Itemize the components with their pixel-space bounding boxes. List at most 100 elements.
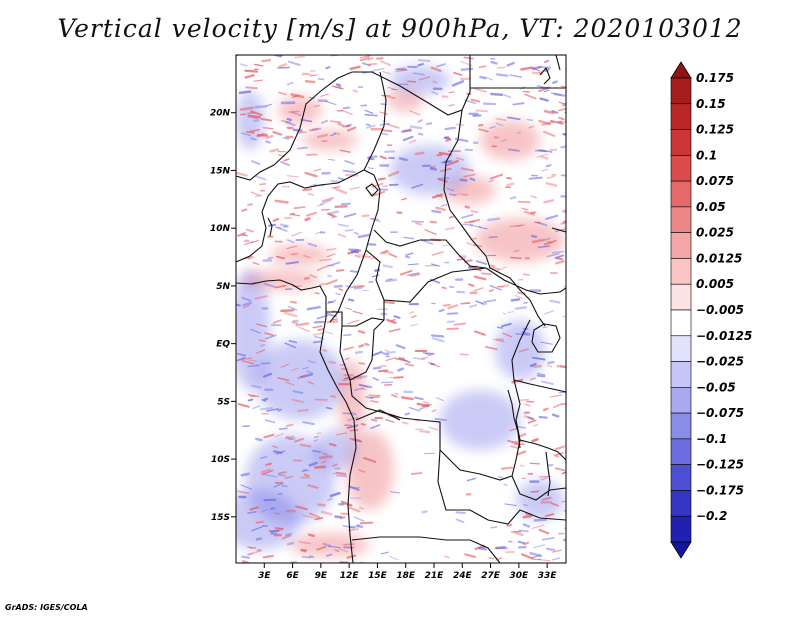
velocity-streak: [489, 284, 502, 291]
velocity-streak: [259, 406, 274, 411]
velocity-streak: [260, 343, 266, 347]
velocity-streak: [236, 303, 241, 307]
velocity-streak: [405, 252, 414, 256]
velocity-streak: [365, 396, 374, 399]
velocity-streak: [422, 401, 430, 404]
velocity-streak: [532, 424, 539, 427]
velocity-streak: [240, 484, 253, 490]
border-congo: [326, 311, 489, 521]
velocity-streak: [261, 132, 268, 136]
velocity-streak: [400, 396, 414, 401]
velocity-streak: [380, 381, 394, 384]
velocity-streak: [469, 225, 482, 228]
velocity-streak: [261, 469, 274, 476]
velocity-streak: [317, 77, 325, 81]
velocity-streak: [372, 190, 386, 197]
lon-tick-label: 27E: [481, 571, 501, 581]
velocity-streak: [370, 257, 376, 260]
velocity-streak: [381, 129, 393, 133]
velocity-streak: [325, 406, 333, 410]
velocity-streak: [384, 349, 390, 352]
velocity-streak: [419, 430, 431, 434]
velocity-streak: [507, 311, 515, 313]
velocity-streak: [278, 471, 287, 475]
velocity-streak: [286, 81, 294, 86]
velocity-streak: [290, 300, 297, 304]
velocity-streak: [432, 193, 444, 199]
velocity-streak: [564, 226, 566, 229]
velocity-streak: [343, 212, 357, 218]
velocity-streak: [562, 285, 566, 288]
velocity-streak: [453, 322, 467, 326]
velocity-streak: [455, 518, 465, 523]
velocity-streak: [259, 456, 268, 459]
velocity-streak: [277, 473, 286, 477]
velocity-streak: [483, 299, 497, 304]
velocity-streak: [542, 407, 549, 412]
velocity-streak: [495, 266, 507, 272]
velocity-streak: [241, 357, 253, 360]
lat-tick-label: 15N: [210, 166, 231, 176]
velocity-streak: [401, 421, 409, 425]
velocity-streak: [351, 412, 357, 416]
velocity-streak: [498, 475, 504, 479]
velocity-streak: [481, 302, 487, 306]
velocity-streak: [474, 87, 488, 93]
velocity-streak: [379, 111, 389, 115]
velocity-streak: [537, 149, 547, 153]
velocity-streak: [404, 412, 411, 416]
velocity-streak: [538, 475, 551, 478]
velocity-streak: [546, 175, 555, 179]
velocity-streak: [309, 183, 317, 188]
velocity-streak: [326, 248, 337, 251]
velocity-streak: [274, 527, 284, 530]
velocity-streak: [327, 158, 336, 161]
velocity-streak: [540, 149, 553, 153]
colorbar-label: 0.075: [696, 174, 734, 188]
velocity-streak: [245, 131, 255, 134]
velocity-streak: [269, 148, 280, 153]
velocity-streak: [273, 483, 283, 488]
velocity-streak: [529, 211, 537, 215]
velocity-streak: [354, 350, 364, 354]
velocity-streak: [352, 89, 358, 93]
velocity-streak: [237, 402, 250, 408]
velocity-streak: [393, 376, 404, 379]
velocity-streak: [253, 79, 264, 82]
velocity-streak: [547, 360, 555, 365]
velocity-streak: [363, 456, 377, 463]
velocity-streak: [518, 529, 529, 533]
velocity-streak: [430, 66, 442, 73]
velocity-streak: [448, 215, 454, 219]
velocity-streak: [507, 116, 521, 121]
velocity-streak: [387, 320, 396, 324]
velocity-streak: [412, 357, 426, 361]
velocity-streak: [453, 193, 461, 196]
velocity-streak: [359, 521, 374, 525]
lon-tick-label: 18E: [396, 571, 416, 581]
border-central: [349, 249, 487, 381]
velocity-streak: [316, 203, 325, 207]
velocity-streak: [540, 477, 548, 481]
velocity-streak: [519, 398, 530, 401]
downdraft-region: [390, 66, 450, 94]
velocity-streak: [275, 450, 286, 455]
velocity-streak: [546, 364, 553, 368]
velocity-streak: [543, 199, 555, 204]
velocity-streak: [513, 249, 520, 253]
velocity-streak: [506, 523, 513, 527]
velocity-streak: [524, 403, 532, 407]
velocity-streak: [370, 400, 379, 404]
velocity-streak: [424, 229, 437, 235]
velocity-streak: [539, 97, 549, 102]
colorbar-label: 0.125: [696, 123, 734, 137]
velocity-streak: [475, 109, 488, 113]
velocity-streak: [300, 118, 313, 123]
velocity-streak: [367, 167, 374, 170]
velocity-streak: [361, 214, 370, 218]
velocity-streak: [324, 100, 337, 106]
velocity-streak: [503, 93, 512, 99]
velocity-streak: [255, 437, 263, 442]
coastline: [236, 279, 357, 563]
